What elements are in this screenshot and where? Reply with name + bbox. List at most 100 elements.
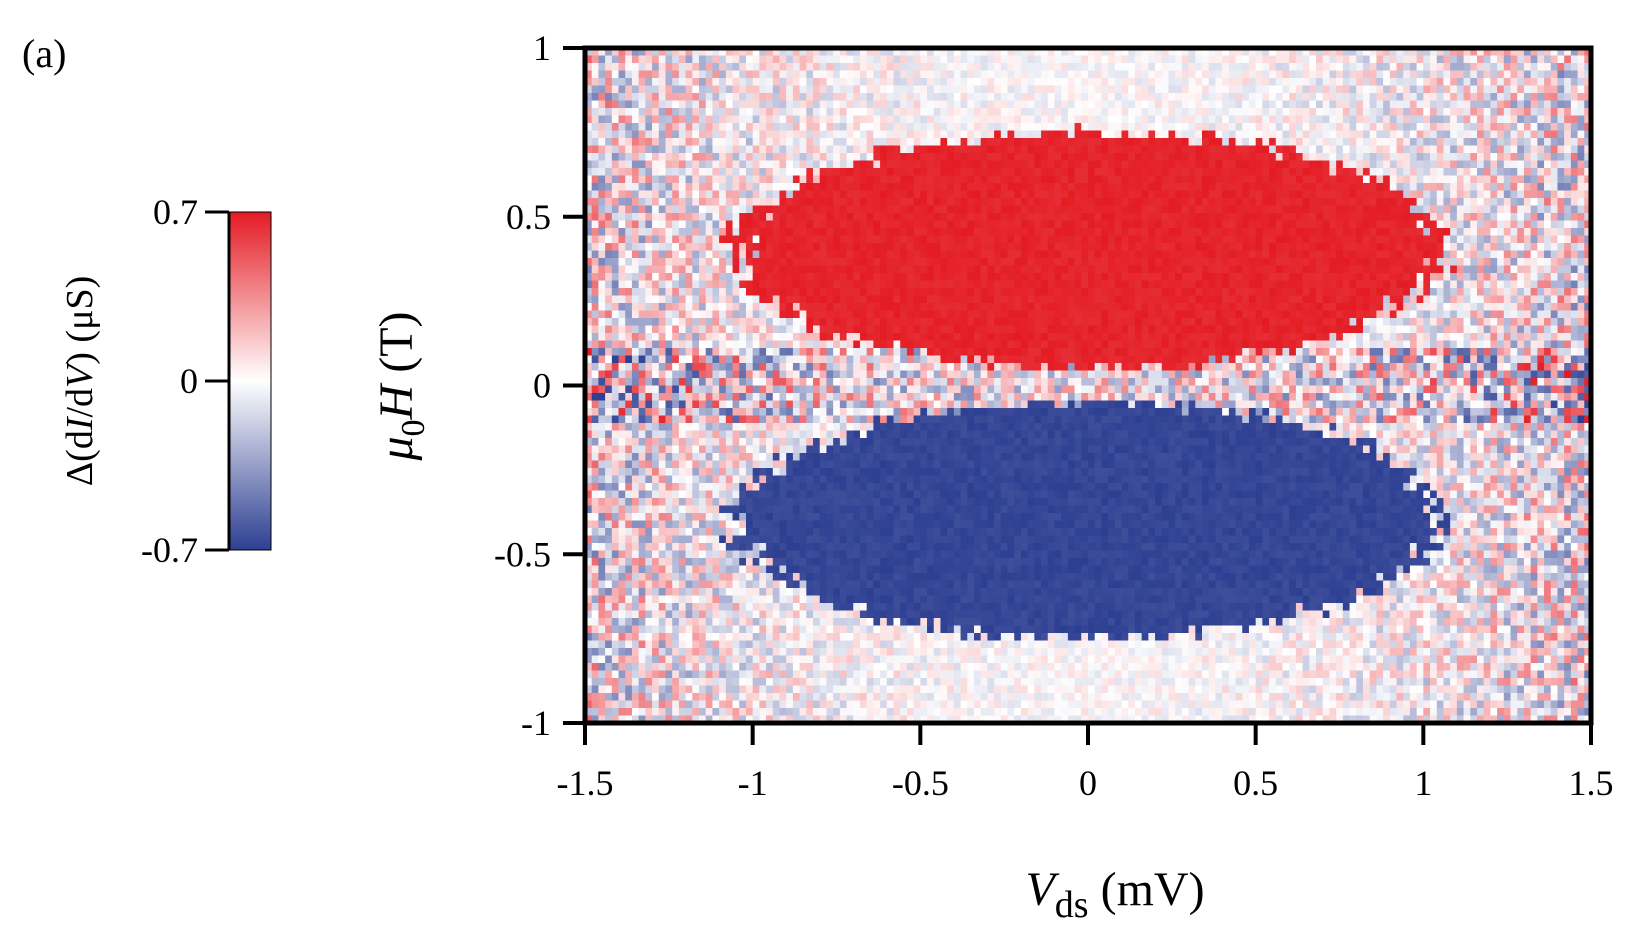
heatmap-cell <box>645 355 653 364</box>
heatmap-cell <box>712 318 720 326</box>
heatmap-cell <box>859 123 868 131</box>
heatmap-cell <box>759 565 767 574</box>
heatmap-cell <box>846 55 854 64</box>
heatmap-cell <box>725 498 733 506</box>
heatmap-cell <box>947 655 955 664</box>
heatmap-cell <box>752 100 760 109</box>
heatmap-cell <box>766 595 774 604</box>
heatmap-cell <box>692 565 700 574</box>
heatmap-cell <box>725 123 733 131</box>
heatmap-cell <box>786 363 794 371</box>
heatmap-cell <box>645 363 653 371</box>
heatmap-cell <box>705 258 713 266</box>
heatmap-cell <box>598 483 606 491</box>
heatmap-cell <box>913 340 921 349</box>
heatmap-cell <box>618 273 626 281</box>
heatmap-cell <box>705 408 713 416</box>
heatmap-cell <box>705 648 713 656</box>
heatmap-cell <box>638 55 646 64</box>
heatmap-cell <box>732 453 740 461</box>
heatmap-cell <box>819 400 827 409</box>
heatmap-cell <box>618 700 626 709</box>
heatmap-cell <box>866 490 874 499</box>
heatmap-cell <box>953 295 961 304</box>
heatmap-cell <box>665 573 673 581</box>
heatmap-cell <box>873 228 881 236</box>
heatmap-cell <box>786 108 794 116</box>
heatmap-cell <box>699 48 707 56</box>
heatmap-cell <box>933 603 941 611</box>
heatmap-cell <box>947 63 955 71</box>
heatmap-cell <box>933 303 941 311</box>
heatmap-cell <box>772 468 780 476</box>
heatmap-cell <box>799 430 807 439</box>
heatmap-cell <box>786 468 794 476</box>
heatmap-cell <box>886 505 894 514</box>
heatmap-cell <box>900 633 908 641</box>
heatmap-cell <box>859 100 868 109</box>
heatmap-cell <box>900 175 908 184</box>
heatmap-cell <box>786 385 794 394</box>
heatmap-cell <box>705 580 713 589</box>
heatmap-cell <box>699 633 707 641</box>
heatmap-cell <box>880 573 888 581</box>
heatmap-cell <box>766 123 774 131</box>
heatmap-cell <box>799 363 807 371</box>
heatmap-cell <box>947 408 955 416</box>
heatmap-cell <box>658 520 666 529</box>
heatmap-cell <box>913 693 921 701</box>
heatmap-cell <box>927 708 935 716</box>
heatmap-cell <box>611 258 619 266</box>
heatmap-cell <box>866 483 874 491</box>
heatmap-cell <box>833 213 841 221</box>
heatmap-cell <box>873 498 881 506</box>
heatmap-cell <box>953 160 961 169</box>
heatmap-cell <box>819 235 827 244</box>
heatmap-cell <box>652 505 660 514</box>
heatmap-cell <box>873 475 881 484</box>
heatmap-cell <box>772 333 780 341</box>
heatmap-cell <box>591 573 599 581</box>
heatmap-cell <box>866 715 874 723</box>
heatmap-cell <box>692 528 700 536</box>
heatmap-cell <box>906 580 915 589</box>
heatmap-cell <box>719 685 727 694</box>
heatmap-cell <box>893 595 901 604</box>
heatmap-cell <box>819 295 827 304</box>
heatmap-cell <box>712 445 720 454</box>
heatmap-cell <box>598 655 606 664</box>
heatmap-cell <box>638 580 646 589</box>
heatmap-cell <box>920 175 928 184</box>
heatmap-cell <box>719 603 727 611</box>
heatmap-cell <box>927 325 935 334</box>
heatmap-cell <box>806 558 814 566</box>
heatmap-cell <box>813 78 821 86</box>
heatmap-cell <box>745 595 754 604</box>
heatmap-cell <box>859 513 868 521</box>
heatmap-cell <box>745 670 754 679</box>
heatmap-cell <box>665 588 673 596</box>
heatmap-cell <box>759 190 767 199</box>
heatmap-cell <box>913 715 921 723</box>
heatmap-cell <box>933 415 941 424</box>
heatmap-cell <box>772 438 780 446</box>
heatmap-cell <box>732 228 740 236</box>
heatmap-cell <box>692 580 700 589</box>
heatmap-cell <box>732 303 740 311</box>
heatmap-cell <box>893 138 901 146</box>
heatmap-cell <box>745 213 754 221</box>
heatmap-cell <box>933 48 941 56</box>
heatmap-cell <box>678 393 686 401</box>
heatmap-cell <box>839 295 847 304</box>
heatmap-cell <box>752 325 760 334</box>
heatmap-cell <box>786 453 794 461</box>
heatmap-cell <box>745 190 754 199</box>
heatmap-cell <box>752 528 760 536</box>
heatmap-cell <box>933 670 941 679</box>
heatmap-cell <box>598 445 606 454</box>
heatmap-cell <box>745 490 754 499</box>
heatmap-cell <box>692 715 700 723</box>
heatmap-cell <box>732 115 740 124</box>
heatmap-cell <box>813 685 821 694</box>
heatmap-cell <box>792 655 801 664</box>
